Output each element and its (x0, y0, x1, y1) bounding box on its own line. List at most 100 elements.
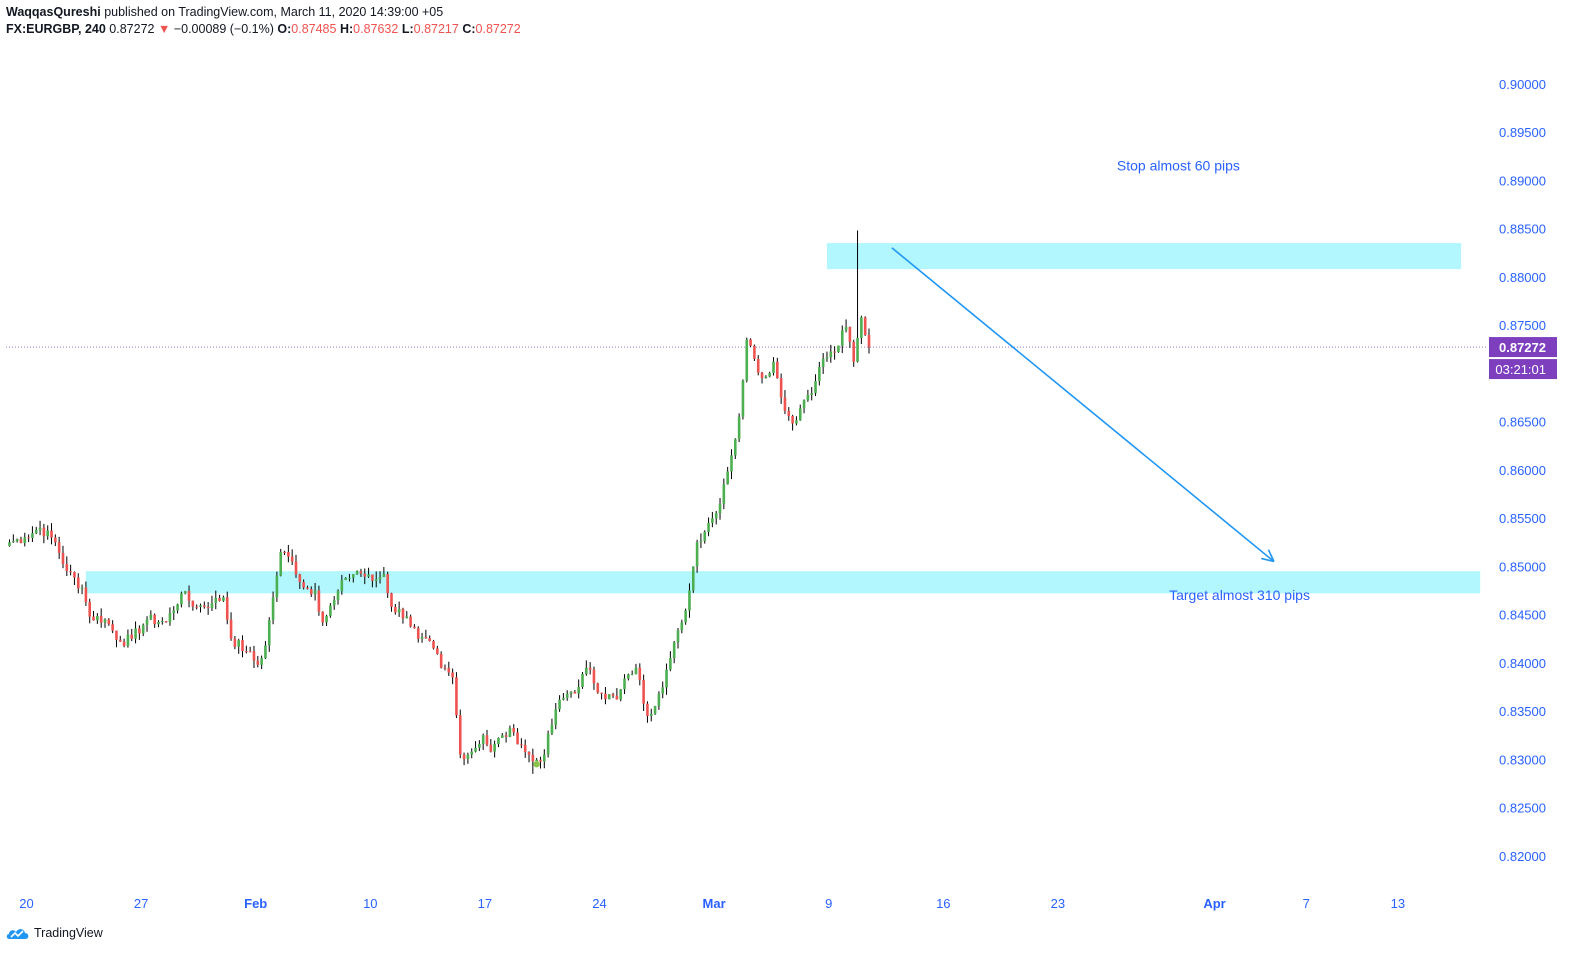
candle[interactable] (795, 416, 798, 426)
candle[interactable] (107, 618, 111, 626)
candle[interactable] (363, 568, 367, 585)
candle[interactable] (88, 598, 92, 624)
candle[interactable] (772, 357, 775, 376)
candle[interactable] (565, 690, 569, 701)
candle[interactable] (195, 604, 198, 610)
candle[interactable] (294, 554, 298, 578)
candle[interactable] (806, 389, 810, 402)
candle[interactable] (359, 568, 363, 577)
candle[interactable] (711, 511, 714, 528)
candle[interactable] (546, 730, 550, 758)
candle[interactable] (734, 438, 737, 459)
candle[interactable] (172, 606, 176, 621)
candle[interactable] (531, 748, 535, 774)
candle[interactable] (340, 574, 344, 595)
candle[interactable] (481, 733, 485, 751)
candle[interactable] (543, 749, 546, 769)
candle[interactable] (802, 399, 806, 414)
candle[interactable] (623, 674, 626, 695)
candle[interactable] (187, 585, 191, 608)
candle[interactable] (691, 566, 695, 593)
candle[interactable] (394, 604, 397, 615)
candle[interactable] (489, 739, 493, 753)
candle[interactable] (287, 544, 290, 563)
candle[interactable] (825, 351, 829, 362)
candle[interactable] (122, 638, 126, 648)
candle[interactable] (161, 617, 164, 625)
candle[interactable] (615, 688, 619, 700)
candle[interactable] (76, 573, 80, 594)
candle[interactable] (791, 414, 794, 431)
candle[interactable] (451, 668, 454, 685)
candle[interactable] (508, 725, 512, 738)
candle[interactable] (248, 646, 252, 653)
candle[interactable] (703, 530, 707, 544)
candle[interactable] (176, 603, 179, 614)
candle[interactable] (61, 545, 65, 569)
stop-annotation[interactable]: Stop almost 60 pips (1117, 158, 1240, 174)
candle[interactable] (627, 673, 630, 681)
candle[interactable] (684, 608, 687, 625)
candle[interactable] (749, 338, 752, 347)
candle[interactable] (321, 611, 325, 626)
candle[interactable] (401, 607, 405, 624)
candle[interactable] (688, 583, 691, 618)
candle[interactable] (714, 510, 718, 525)
candle[interactable] (84, 581, 88, 606)
candle[interactable] (252, 645, 256, 669)
candle[interactable] (527, 751, 531, 763)
candle[interactable] (191, 600, 195, 611)
candle[interactable] (103, 618, 107, 628)
candle[interactable] (810, 387, 813, 401)
candle[interactable] (470, 748, 474, 759)
candle[interactable] (153, 613, 156, 628)
candle[interactable] (38, 520, 42, 536)
candle[interactable] (577, 679, 580, 699)
candle[interactable] (458, 709, 462, 759)
candle[interactable] (57, 536, 61, 559)
candle[interactable] (111, 620, 114, 634)
candle[interactable] (92, 610, 95, 621)
candle[interactable] (271, 591, 275, 625)
trend-arrow-line[interactable] (891, 247, 1275, 563)
candle[interactable] (485, 729, 489, 747)
candle[interactable] (290, 549, 294, 565)
candle[interactable] (180, 591, 183, 608)
candle[interactable] (19, 536, 23, 544)
candle[interactable] (306, 585, 309, 590)
candle[interactable] (779, 373, 783, 404)
candle[interactable] (23, 532, 27, 547)
candle[interactable] (592, 666, 596, 690)
candle[interactable] (355, 570, 359, 575)
candle[interactable] (604, 687, 607, 705)
candle[interactable] (168, 607, 172, 626)
candle[interactable] (260, 655, 263, 670)
candle[interactable] (12, 534, 15, 543)
candle[interactable] (669, 651, 672, 672)
candle[interactable] (50, 523, 53, 545)
candle[interactable] (164, 620, 168, 623)
candle[interactable] (867, 328, 871, 354)
candle[interactable] (416, 626, 420, 643)
candle[interactable] (726, 466, 729, 485)
candle[interactable] (741, 379, 745, 420)
candle[interactable] (783, 390, 787, 415)
candle[interactable] (210, 595, 214, 611)
candle[interactable] (745, 337, 749, 383)
candle[interactable] (569, 691, 573, 698)
candle[interactable] (439, 651, 443, 669)
target-annotation[interactable]: Target almost 310 pips (1169, 587, 1310, 603)
candle[interactable] (630, 670, 634, 676)
candle[interactable] (309, 586, 313, 597)
candle[interactable] (424, 629, 428, 639)
candle[interactable] (99, 608, 103, 628)
candle[interactable] (283, 550, 286, 555)
candle[interactable] (336, 589, 340, 605)
candle[interactable] (730, 449, 733, 480)
candle[interactable] (378, 571, 382, 584)
candle[interactable] (512, 724, 516, 736)
candle[interactable] (54, 534, 57, 547)
candle[interactable] (562, 692, 565, 701)
candle[interactable] (8, 539, 11, 547)
candle[interactable] (860, 315, 863, 345)
